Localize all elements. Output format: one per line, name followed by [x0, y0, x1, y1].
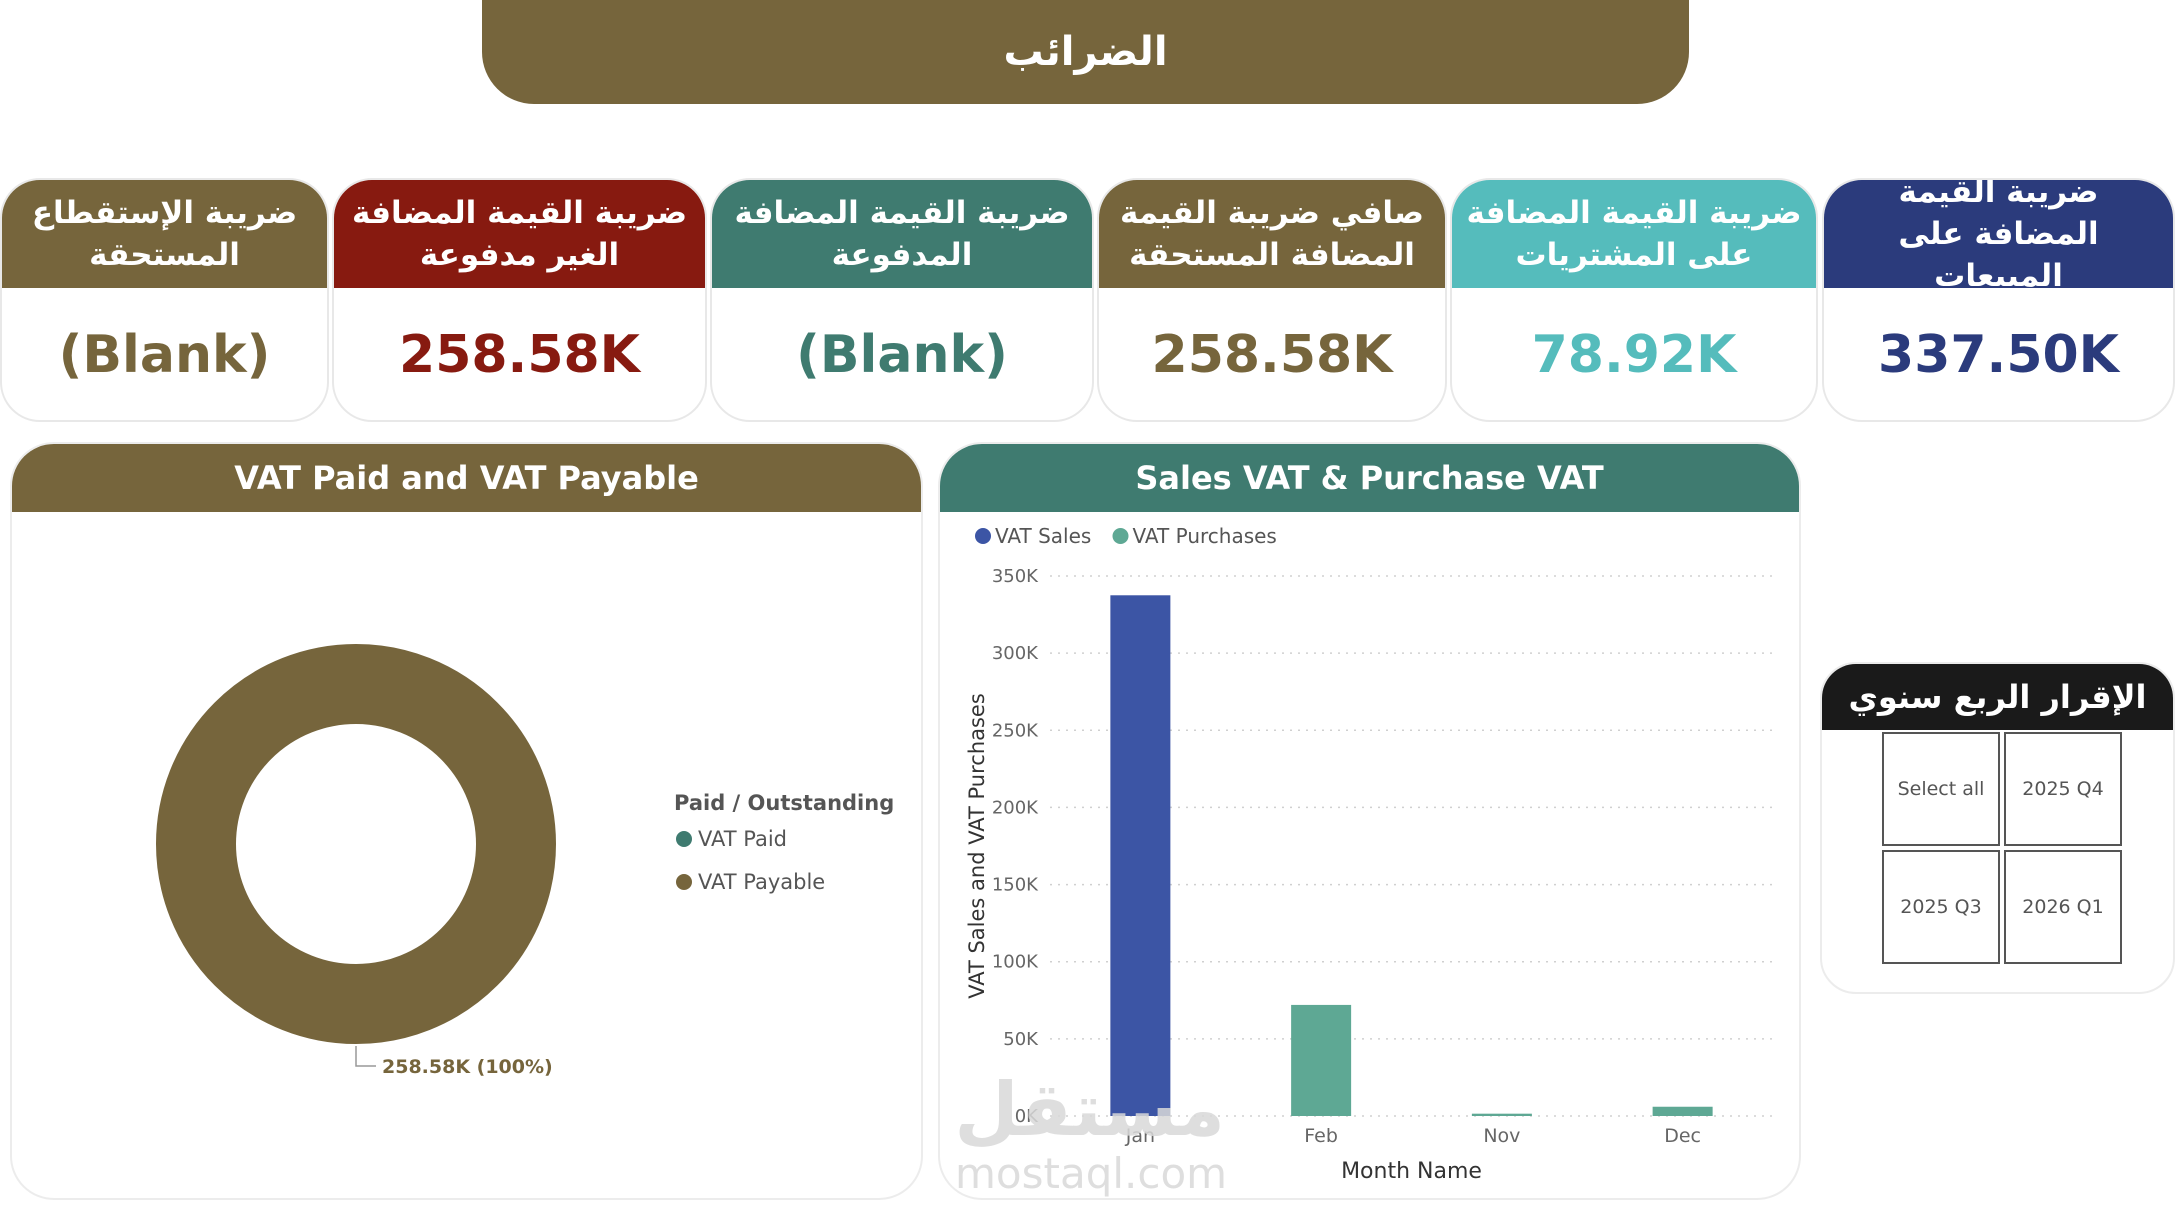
bar-vat-purchases-nov[interactable] [1471, 1113, 1532, 1116]
watermark-latin: mostaql.com [955, 1149, 1228, 1198]
kpi-card-vat-sales[interactable]: ضريبة القيمة المضافة على المبيعات 337.50… [1822, 178, 2175, 422]
watermark-arabic: مستقل [954, 1067, 1225, 1153]
y-tick-label: 0K [1015, 1106, 1039, 1127]
x-tick-label: Dec [1664, 1125, 1701, 1147]
kpi-card-vat-paid[interactable]: ضريبة القيمة المضافة المدفوعة (Blank) [710, 178, 1094, 422]
kpi-value: (Blank) [796, 325, 1008, 385]
kpi-label: ضريبة القيمة المضافة المدفوعة [712, 180, 1092, 288]
legend-marker [975, 528, 991, 544]
y-tick-label: 50K [1003, 1029, 1039, 1050]
legend-item-vat-sales[interactable]: VAT Sales [995, 524, 1091, 548]
slicer-option-select-all[interactable]: Select all [1882, 732, 2000, 846]
y-tick-label: 200K [992, 797, 1039, 818]
sales-purchase-vat-panel: Sales VAT & Purchase VAT VAT Sales VAT Pu… [938, 442, 1801, 1200]
quarterly-return-slicer: الإقرار الربع سنوي Select all 2025 Q4 20… [1820, 662, 2175, 994]
kpi-value: 258.58K [1151, 325, 1393, 385]
kpi-value: 337.50K [1878, 325, 2119, 385]
slicer-option-2026-q1[interactable]: 2026 Q1 [2004, 850, 2122, 964]
kpi-card-vat-purchases[interactable]: ضريبة القيمة المضافة على المشتريات 78.92… [1450, 178, 1818, 422]
kpi-card-net-vat-due[interactable]: صافي ضريبة القيمة المضافة المستحقة 258.5… [1097, 178, 1447, 422]
kpi-value: (Blank) [58, 325, 271, 385]
kpi-label: ضريبة القيمة المضافة على المشتريات [1452, 180, 1816, 288]
y-axis-label: VAT Sales and VAT Purchases [965, 693, 989, 999]
kpi-card-vat-unpaid[interactable]: ضريبة القيمة المضافة الغير مدفوعة 258.58… [332, 178, 707, 422]
donut-chart: 258.58K (100%) Paid / Outstanding VAT Paid… [156, 644, 894, 1078]
x-tick-label: Jan [1125, 1125, 1155, 1147]
kpi-card-withholding-tax[interactable]: ضريبة الإستقطاع المستحقة (Blank) [0, 178, 329, 422]
y-tick-label: 100K [992, 952, 1039, 973]
legend-item-vat-paid[interactable]: VAT Paid [698, 827, 787, 851]
donut-slice-vat-payable[interactable] [156, 644, 556, 1044]
kpi-label: ضريبة القيمة المضافة على المبيعات [1824, 180, 2173, 294]
kpi-label: صافي ضريبة القيمة المضافة المستحقة [1099, 180, 1445, 288]
y-tick-label: 250K [992, 720, 1039, 741]
slicer-title: الإقرار الربع سنوي [1822, 664, 2173, 730]
legend-item-vat-purchases[interactable]: VAT Purchases [1133, 524, 1277, 548]
data-label-leader [355, 1046, 376, 1067]
bar-vat-purchases-dec[interactable] [1652, 1106, 1713, 1116]
vat-paid-payable-panel: VAT Paid and VAT Payable 258.58K (100%) P… [10, 442, 923, 1200]
donut-data-label: 258.58K (100%) [382, 1056, 553, 1078]
kpi-value: 258.58K [399, 325, 640, 385]
legend-marker [1112, 528, 1129, 544]
watermark-logo: مستقل mostaql.com [954, 1067, 1228, 1200]
kpi-value: 78.92K [1531, 325, 1737, 385]
x-axis-label: Month Name [1341, 1159, 1482, 1184]
x-tick-label: Feb [1304, 1125, 1338, 1147]
kpi-label: ضريبة القيمة المضافة الغير مدفوعة [334, 180, 705, 288]
bar-chart: VAT Sales VAT Purchases 0K 50K 100K 150K 200K 2… [965, 524, 1773, 1184]
legend-title: Paid / Outstanding [674, 791, 894, 815]
x-tick-label: Nov [1483, 1125, 1520, 1147]
legend-item-vat-payable[interactable]: VAT Payable [698, 870, 825, 894]
panel-title: VAT Paid and VAT Payable [12, 444, 921, 512]
y-tick-label: 150K [992, 875, 1039, 896]
legend-marker [676, 874, 692, 890]
y-tick-label: 300K [992, 643, 1039, 664]
bar-vat-sales-jan[interactable] [1110, 595, 1171, 1116]
page-title: الضرائب [482, 0, 1689, 104]
legend-marker [676, 831, 692, 847]
kpi-label: ضريبة الإستقطاع المستحقة [2, 180, 327, 288]
slicer-option-2025-q4[interactable]: 2025 Q4 [2004, 732, 2122, 846]
y-tick-label: 350K [992, 566, 1039, 587]
panel-title: Sales VAT & Purchase VAT [940, 444, 1799, 512]
slicer-option-2025-q3[interactable]: 2025 Q3 [1882, 850, 2000, 964]
bar-vat-purchases-feb[interactable] [1291, 1004, 1352, 1116]
